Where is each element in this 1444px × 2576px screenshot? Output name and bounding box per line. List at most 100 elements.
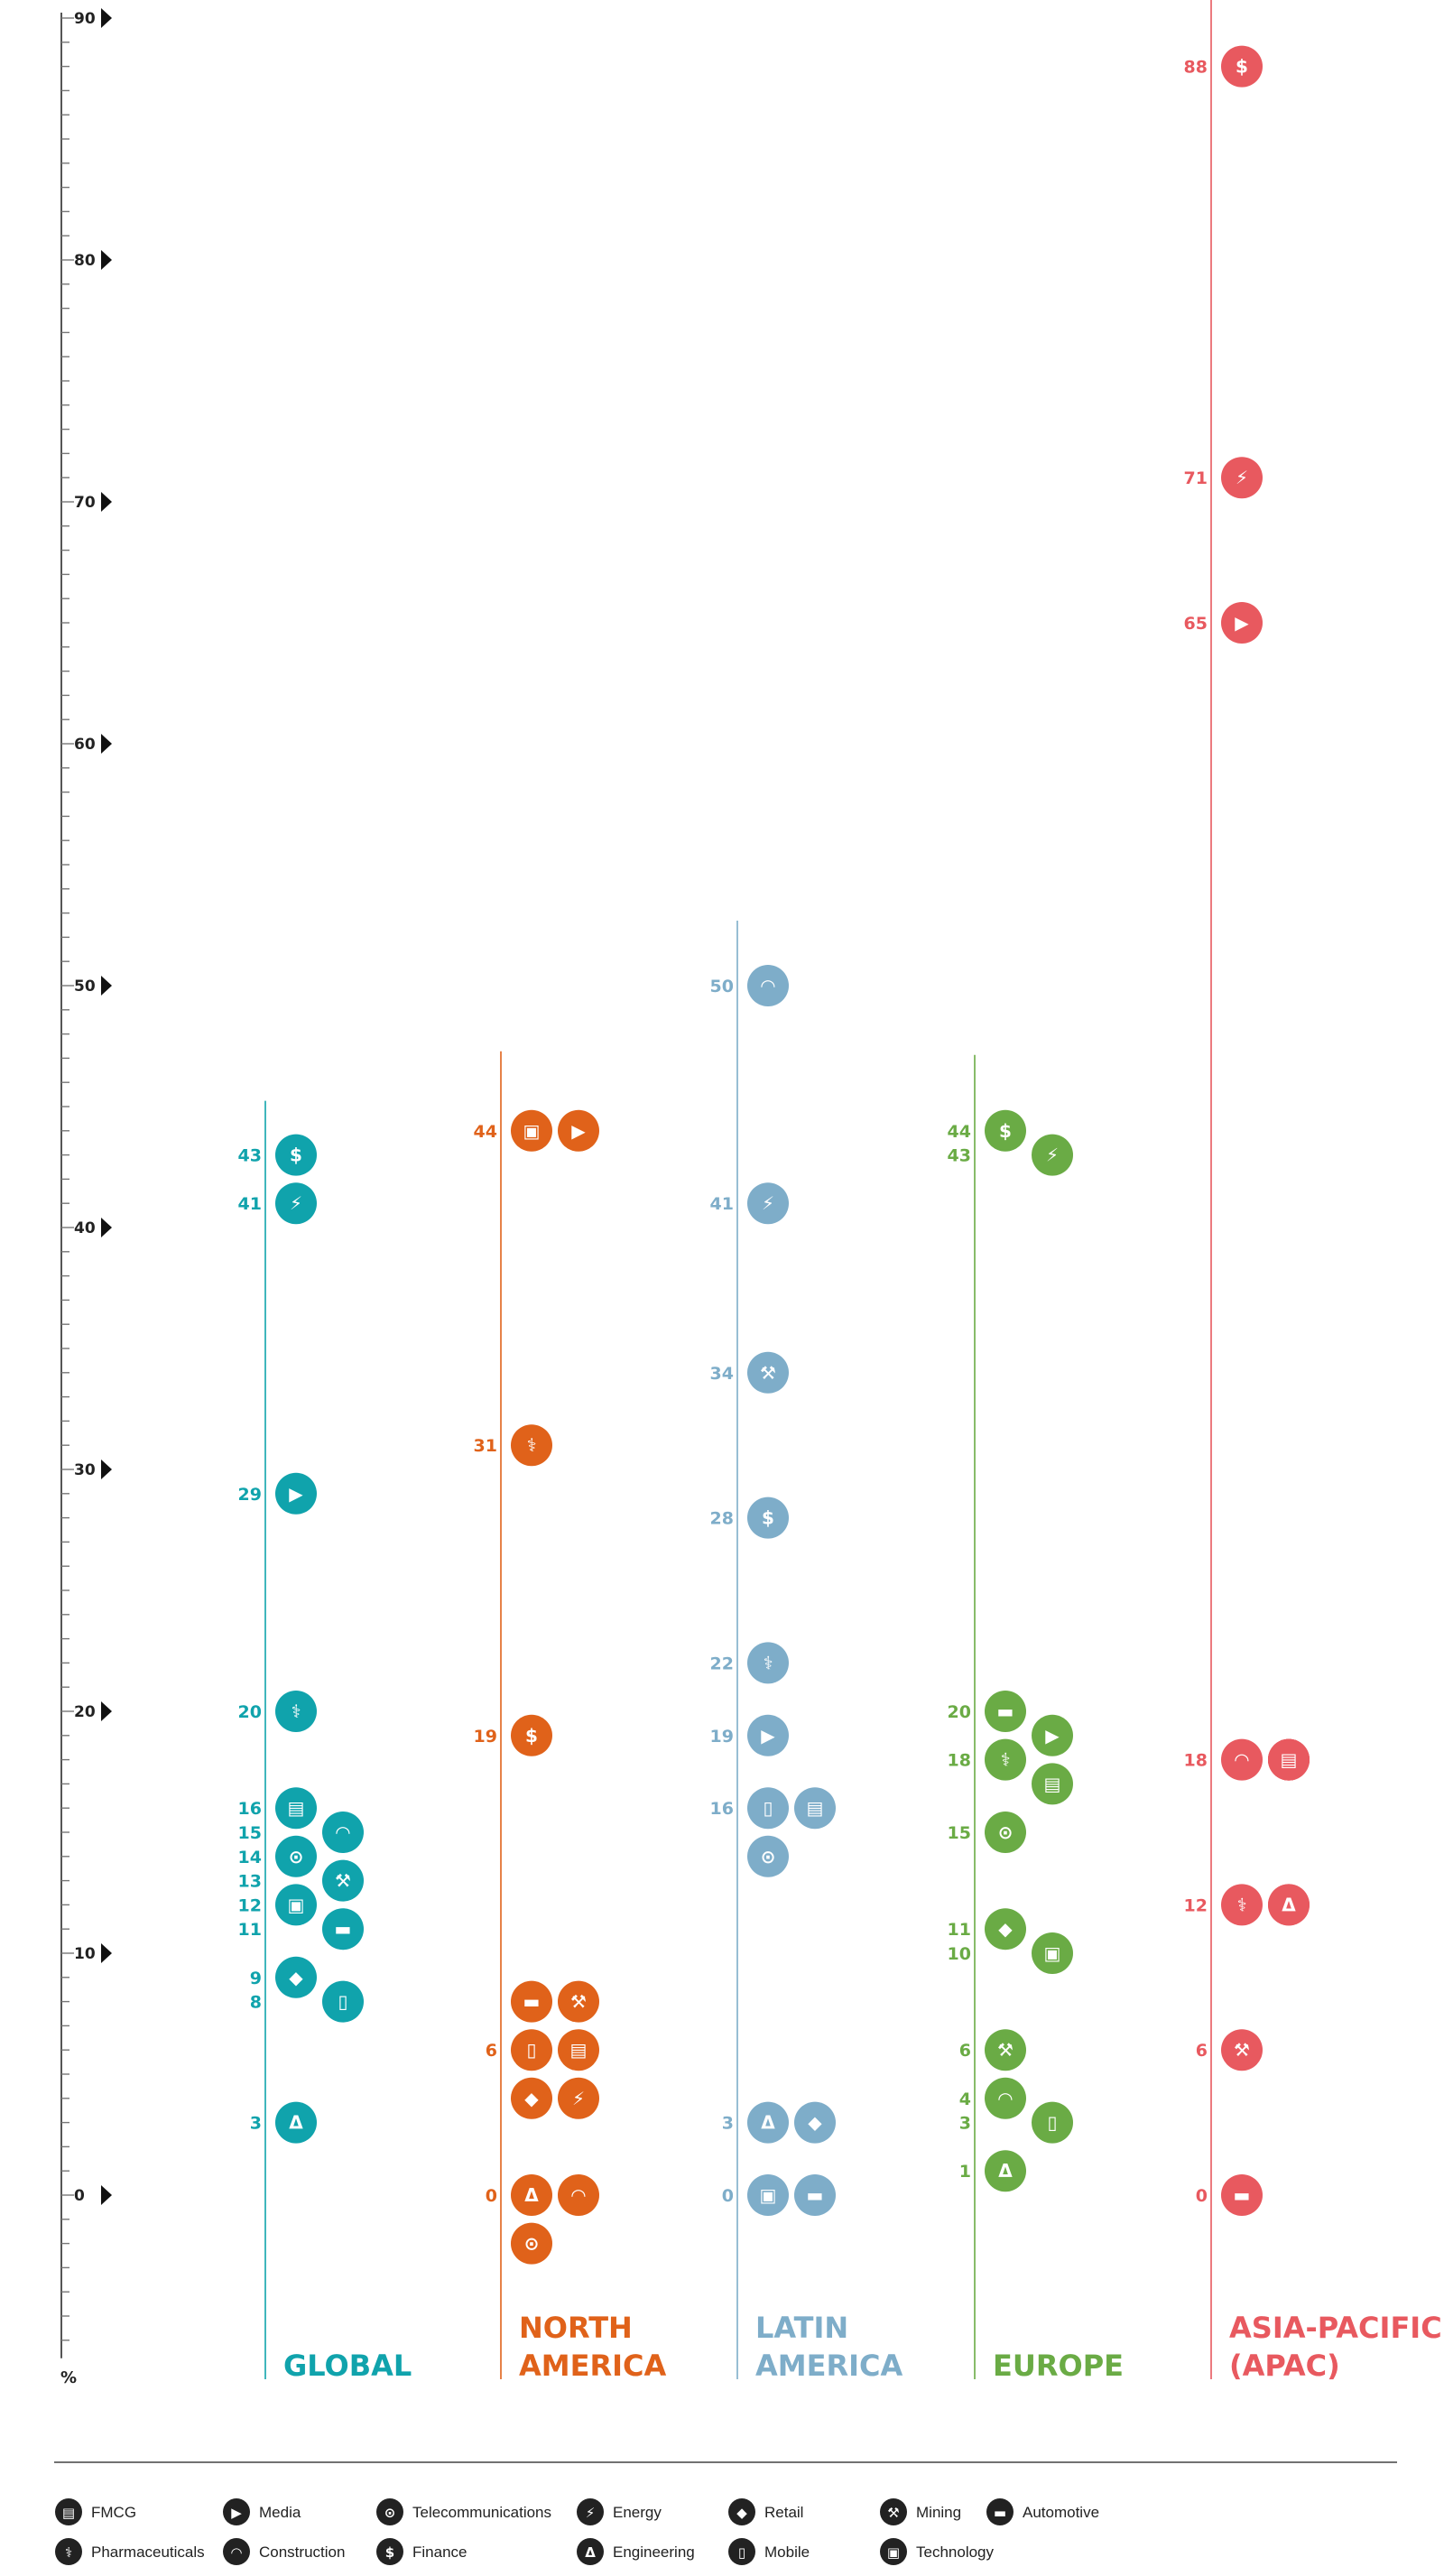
telecommunications-icon: ⊙: [384, 2505, 396, 2521]
fmcg-icon: ▤: [62, 2505, 75, 2521]
marker-finance: [511, 1714, 552, 1756]
y-tick-marker: [101, 492, 112, 512]
marker-engineering: [275, 2101, 317, 2144]
finance-icon: $: [1236, 56, 1248, 78]
legend-label: Energy: [613, 2504, 662, 2521]
marker-mining: [322, 1859, 364, 1902]
region-3: EUROPE $44 ⚡ 43 ▬ 20 ▶ ⚕ 18 ▤ ⊙ 15 ◆ 11 ▣ 10 ⚒ 6 ◠ 4 ▯ 3 Δ 1: [948, 1054, 1124, 2383]
marker-retail: [275, 1956, 317, 1998]
legend-swatch: [986, 2498, 1014, 2525]
legend-item-retail: ◆ Retail: [728, 2498, 803, 2525]
legend-label: Mining: [916, 2504, 961, 2521]
construction-icon: ◠: [231, 2544, 242, 2561]
region-2: LATIN AMERICA ◠ 50 ⚡ 41 ⚒ 34 $28 ⚕ 22 ▶ 19 ▯ 16 ▤ ⊙ Δ 3 ◆ ▣ 0…: [710, 921, 903, 2383]
marker-energy: [747, 1182, 789, 1225]
marker-pharmaceuticals: [1221, 1884, 1263, 1926]
marker-engineering: [985, 2150, 1026, 2192]
data-label: 14: [238, 1848, 262, 1867]
marker-retail: [511, 2077, 552, 2119]
mining-icon: ⚒: [1234, 2039, 1250, 2061]
data-label: 65: [1184, 614, 1208, 634]
data-label: 12: [1184, 1895, 1208, 1915]
data-label: 18: [1184, 1751, 1208, 1771]
marker-telecommunications: [275, 1835, 317, 1877]
finance-icon: $: [762, 1507, 774, 1529]
technology-icon: ▣: [760, 2184, 777, 2206]
data-label: 19: [474, 1727, 497, 1747]
marker-engineering: [747, 2101, 789, 2144]
marker-telecommunications: [985, 1812, 1026, 1853]
data-label: 43: [238, 1146, 262, 1166]
finance-icon: $: [525, 1725, 538, 1747]
legend-label: Media: [259, 2504, 301, 2521]
engineering-icon: Δ: [524, 2184, 539, 2206]
data-label: 3: [959, 2114, 971, 2134]
legend-swatch: [223, 2538, 250, 2565]
data-label: 28: [710, 1509, 734, 1529]
marker-pharmaceuticals: [275, 1691, 317, 1732]
engineering-icon: Δ: [761, 2112, 775, 2134]
legend-label: Technology: [916, 2544, 995, 2561]
y-tick-marker: [101, 1459, 112, 1479]
data-label: 6: [486, 2041, 497, 2061]
fmcg-icon: ▤: [1281, 1749, 1298, 1771]
data-label: 15: [238, 1823, 262, 1843]
data-label: 43: [948, 1146, 971, 1166]
telecommunications-icon: ⊙: [524, 2233, 540, 2255]
marker-retail: [985, 1908, 1026, 1951]
marker-pharmaceuticals: [747, 1642, 789, 1684]
mobile-icon: ▯: [763, 1797, 773, 1819]
marker-mobile: [322, 1980, 364, 2023]
data-label: 29: [238, 1485, 262, 1505]
legend-item-telecommunications: ⊙ Telecommunications: [376, 2498, 551, 2525]
pharmaceuticals-icon: ⚕: [527, 1434, 537, 1456]
region-label: NORTH: [519, 2311, 633, 2345]
fmcg-icon: ▤: [288, 1797, 305, 1819]
mining-icon: ⚒: [887, 2505, 899, 2521]
legend-item-construction: ◠ Construction: [223, 2538, 345, 2565]
legend-swatch: [728, 2498, 755, 2525]
legend-label: Construction: [259, 2544, 345, 2561]
legend-swatch: [376, 2498, 403, 2525]
marker-telecommunications: [511, 2222, 552, 2265]
marker-media: [275, 1472, 317, 1515]
marker-fmcg: [1268, 1738, 1310, 1781]
media-icon: ▶: [761, 1725, 775, 1747]
data-label: 88: [1184, 58, 1208, 78]
marker-automotive: [511, 1980, 552, 2023]
mining-icon: ⚒: [997, 2039, 1014, 2061]
engineering-icon: Δ: [585, 2544, 596, 2561]
y-tick-marker: [101, 1218, 112, 1237]
y-tick-label: 40: [74, 1219, 96, 1237]
construction-icon: ◠: [336, 1821, 350, 1843]
data-label: 44: [474, 1122, 497, 1142]
marker-pharmaceuticals: [511, 1424, 552, 1467]
construction-icon: ◠: [761, 975, 775, 996]
marker-technology: [275, 1884, 317, 1926]
legend-item-energy: ⚡ Energy: [577, 2498, 662, 2525]
data-label: 3: [250, 2114, 262, 2134]
pharmaceuticals-icon: ⚕: [65, 2544, 72, 2561]
retail-icon: ◆: [998, 1918, 1013, 1940]
mobile-icon: ▯: [738, 2544, 745, 2561]
data-label: 71: [1184, 468, 1208, 488]
automotive-icon: ▬: [335, 1918, 352, 1940]
technology-icon: ▣: [887, 2544, 900, 2561]
legend-label: Automotive: [1023, 2504, 1099, 2521]
energy-icon: ⚡: [1236, 467, 1248, 488]
data-label: 0: [1196, 2186, 1208, 2206]
automotive-icon: ▬: [997, 1700, 1014, 1722]
legend-label: FMCG: [91, 2504, 136, 2521]
retail-icon: ◆: [808, 2112, 822, 2134]
marker-technology: [1032, 1932, 1073, 1974]
region-label: ASIA-PACIFIC: [1229, 2311, 1442, 2345]
technology-icon: ▣: [523, 1120, 541, 1142]
marker-automotive: [985, 1691, 1026, 1732]
marker-technology: [747, 2174, 789, 2216]
retail-icon: ◆: [736, 2505, 747, 2521]
mining-icon: ⚒: [335, 1870, 351, 1892]
y-tick-marker: [101, 1701, 112, 1721]
marker-construction: [322, 1812, 364, 1853]
marker-mobile: [1032, 2101, 1073, 2144]
marker-finance: [1221, 45, 1263, 88]
